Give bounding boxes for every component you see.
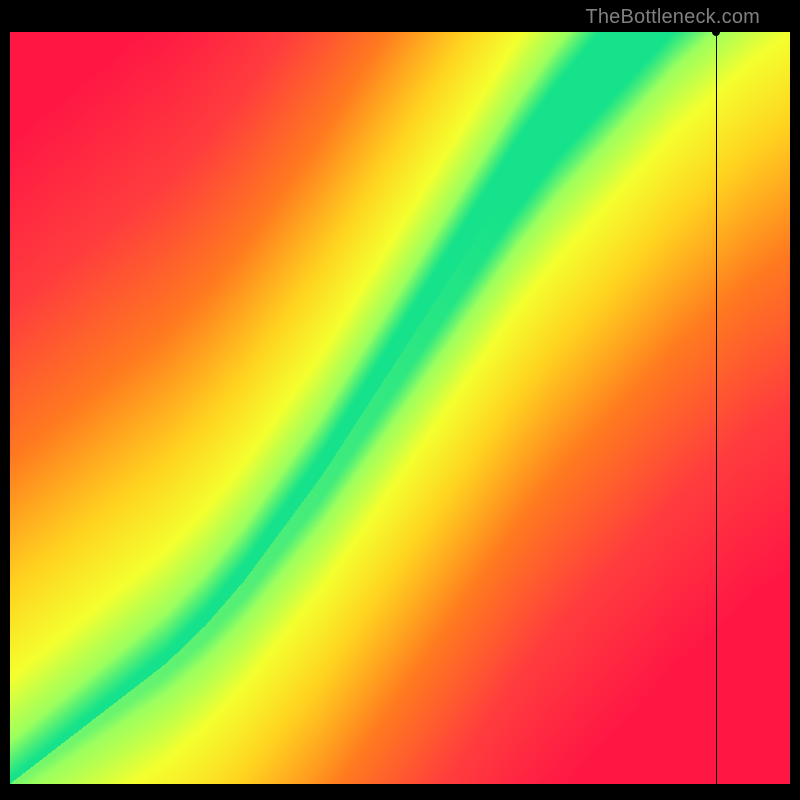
reference-marker bbox=[712, 28, 720, 36]
heatmap-plot bbox=[10, 32, 790, 784]
heatmap-canvas bbox=[10, 32, 790, 784]
vertical-reference-line bbox=[716, 32, 717, 784]
watermark-text: TheBottleneck.com bbox=[585, 6, 760, 29]
